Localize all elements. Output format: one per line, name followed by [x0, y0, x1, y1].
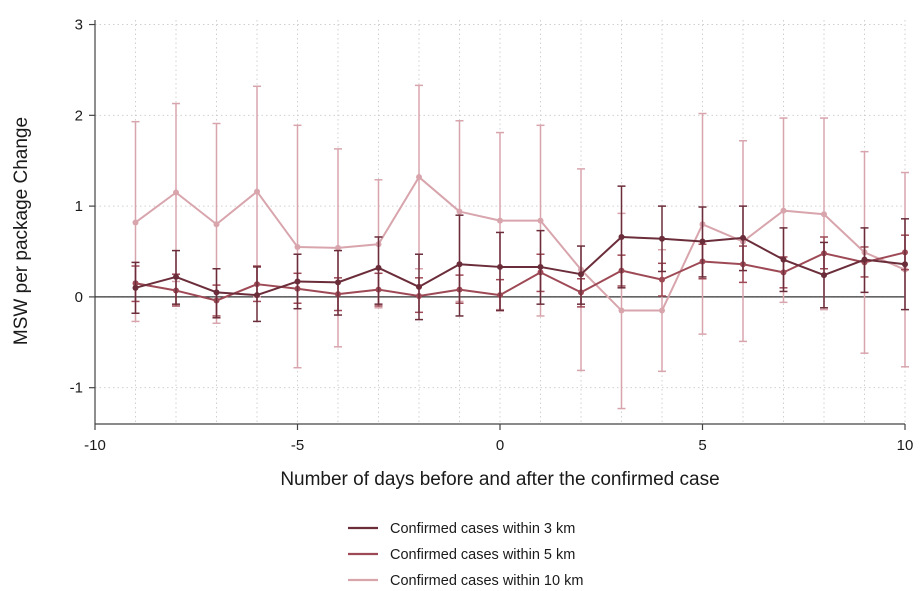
legend: Confirmed cases within 3 km Confirmed cas… [348, 521, 583, 589]
data-point [497, 263, 503, 270]
x-axis-title: Number of days before and after the conf… [280, 469, 719, 490]
data-point [659, 307, 665, 314]
data-point [173, 273, 179, 280]
data-point [780, 207, 787, 214]
y-axis-title: MSW per package Change [11, 117, 32, 345]
y-tick-label: 2 [75, 107, 83, 124]
x-tick-label: 0 [496, 437, 504, 454]
x-tick-label: 5 [698, 437, 706, 454]
data-point [578, 271, 584, 278]
x-tick-label: -5 [291, 437, 304, 454]
data-point [416, 174, 422, 181]
data-point [740, 234, 746, 241]
legend-label: Confirmed cases within 3 km [390, 521, 575, 537]
data-point [294, 243, 301, 250]
data-point [618, 233, 625, 240]
legend-label: Confirmed cases within 5 km [390, 547, 575, 563]
x-tick-label: 10 [897, 437, 914, 454]
data-point [861, 256, 868, 263]
data-point [902, 261, 908, 268]
data-point [213, 289, 220, 296]
data-point [456, 208, 463, 215]
data-point [213, 221, 220, 228]
data-point [416, 283, 422, 290]
data-point [659, 276, 665, 283]
data-point [335, 244, 341, 251]
data-point [659, 235, 665, 242]
data-point [821, 211, 827, 218]
data-point [132, 284, 139, 291]
y-tick-label: 1 [75, 198, 83, 215]
data-point [821, 272, 827, 279]
data-point [537, 217, 544, 224]
data-point [456, 261, 463, 268]
series [131, 84, 909, 410]
data-point [294, 278, 301, 285]
data-point [780, 256, 787, 263]
data-point [537, 263, 544, 270]
x-tick-label: -10 [84, 437, 106, 454]
data-point [618, 307, 625, 314]
series-2 [131, 234, 909, 317]
legend-label: Confirmed cases within 10 km [390, 573, 583, 589]
data-point [254, 188, 260, 195]
data-point [254, 292, 260, 299]
series-1 [131, 185, 909, 323]
y-tick-label: 3 [75, 17, 83, 34]
data-point [173, 189, 179, 196]
data-point [132, 219, 139, 226]
series-line [134, 176, 906, 312]
data-point [699, 238, 706, 245]
series-3 [131, 84, 909, 410]
series-line [135, 235, 906, 297]
y-tick-label: 0 [75, 289, 83, 306]
series-line [135, 251, 906, 302]
data-point [497, 217, 503, 224]
data-point [335, 279, 341, 286]
y-tick-label: -1 [70, 380, 83, 397]
data-point [375, 264, 382, 271]
